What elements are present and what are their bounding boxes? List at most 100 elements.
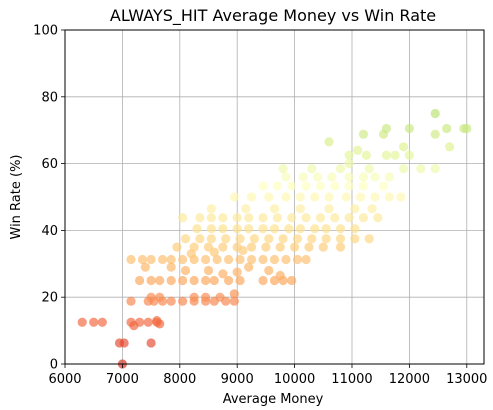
y-tick-label: 100: [33, 24, 58, 39]
data-point: [373, 213, 383, 223]
y-tick-label: 20: [41, 291, 58, 306]
data-point: [324, 137, 334, 147]
data-point: [232, 213, 242, 223]
x-axis-label: Average Money: [223, 392, 324, 407]
data-point: [258, 224, 268, 234]
data-point: [223, 254, 234, 265]
data-point: [137, 254, 148, 265]
data-point: [258, 254, 268, 265]
data-point: [180, 265, 191, 276]
data-point: [189, 242, 199, 252]
data-point: [381, 150, 392, 160]
data-point: [135, 275, 145, 286]
data-point: [126, 254, 136, 265]
data-point: [404, 150, 414, 160]
data-point: [310, 192, 320, 202]
data-point: [399, 164, 409, 174]
plot-frame: [64, 29, 485, 365]
x-tick-label: 11000: [331, 372, 372, 387]
data-point: [330, 213, 340, 223]
y-tick-label: 40: [41, 224, 58, 239]
data-point: [223, 275, 234, 286]
data-point: [353, 145, 363, 155]
data-point: [178, 213, 188, 223]
data-point: [335, 164, 346, 174]
data-point: [206, 234, 216, 244]
data-point: [430, 108, 440, 119]
data-point: [344, 181, 354, 191]
data-point: [269, 204, 280, 214]
data-point: [307, 234, 317, 244]
data-point: [126, 296, 136, 306]
data-point: [166, 275, 176, 286]
data-point: [416, 164, 426, 174]
data-point: [212, 254, 222, 265]
data-point: [155, 275, 165, 286]
data-point: [324, 192, 334, 202]
data-point: [192, 224, 202, 234]
data-point: [201, 275, 211, 286]
data-point: [358, 129, 369, 139]
data-point: [232, 267, 242, 277]
data-point: [201, 292, 211, 302]
data-point: [396, 192, 406, 202]
data-point: [364, 234, 374, 244]
data-point: [157, 254, 168, 265]
data-point: [430, 164, 440, 174]
data-point: [358, 181, 369, 191]
data-point: [77, 317, 87, 327]
grid-lines: [64, 29, 484, 365]
data-point: [378, 181, 389, 191]
data-point: [195, 234, 205, 244]
data-point: [312, 172, 323, 182]
data-point: [89, 317, 99, 327]
data-point: [180, 234, 191, 244]
data-point: [462, 123, 472, 134]
data-point: [381, 123, 392, 134]
data-point: [310, 224, 320, 234]
data-point: [246, 242, 257, 252]
data-point: [221, 234, 231, 244]
data-point: [246, 192, 257, 202]
data-point: [327, 172, 337, 182]
data-point: [289, 242, 300, 252]
data-point: [264, 265, 274, 276]
data-point: [399, 142, 409, 152]
data-point: [155, 292, 165, 302]
data-point: [218, 213, 228, 223]
data-point: [146, 292, 156, 302]
data-point: [269, 224, 280, 234]
data-point: [344, 172, 354, 182]
data-point: [152, 315, 162, 326]
data-point: [229, 192, 239, 202]
data-point: [189, 275, 199, 286]
data-point: [335, 224, 346, 234]
data-point: [264, 192, 274, 202]
data-point: [278, 234, 288, 244]
data-point: [178, 254, 188, 265]
data-point: [146, 254, 156, 265]
data-point: [195, 213, 205, 223]
data-point: [301, 254, 311, 265]
x-tick-label: 7000: [106, 372, 139, 387]
data-point: [278, 164, 288, 174]
y-tick-label: 60: [41, 157, 58, 172]
data-point: [321, 234, 331, 244]
data-point: [244, 224, 254, 234]
data-point: [206, 224, 216, 234]
data-point: [304, 242, 314, 252]
data-point: [258, 181, 268, 191]
data-point: [229, 296, 239, 306]
data-point: [97, 317, 107, 327]
data-point: [367, 204, 377, 214]
y-tick-label: 80: [41, 90, 58, 105]
data-point: [287, 275, 297, 286]
data-point: [321, 224, 331, 234]
data-point: [292, 234, 303, 244]
data-point: [206, 213, 216, 223]
data-point: [335, 242, 346, 252]
data-point: [249, 234, 260, 244]
data-point: [430, 129, 440, 139]
data-point: [315, 181, 326, 191]
